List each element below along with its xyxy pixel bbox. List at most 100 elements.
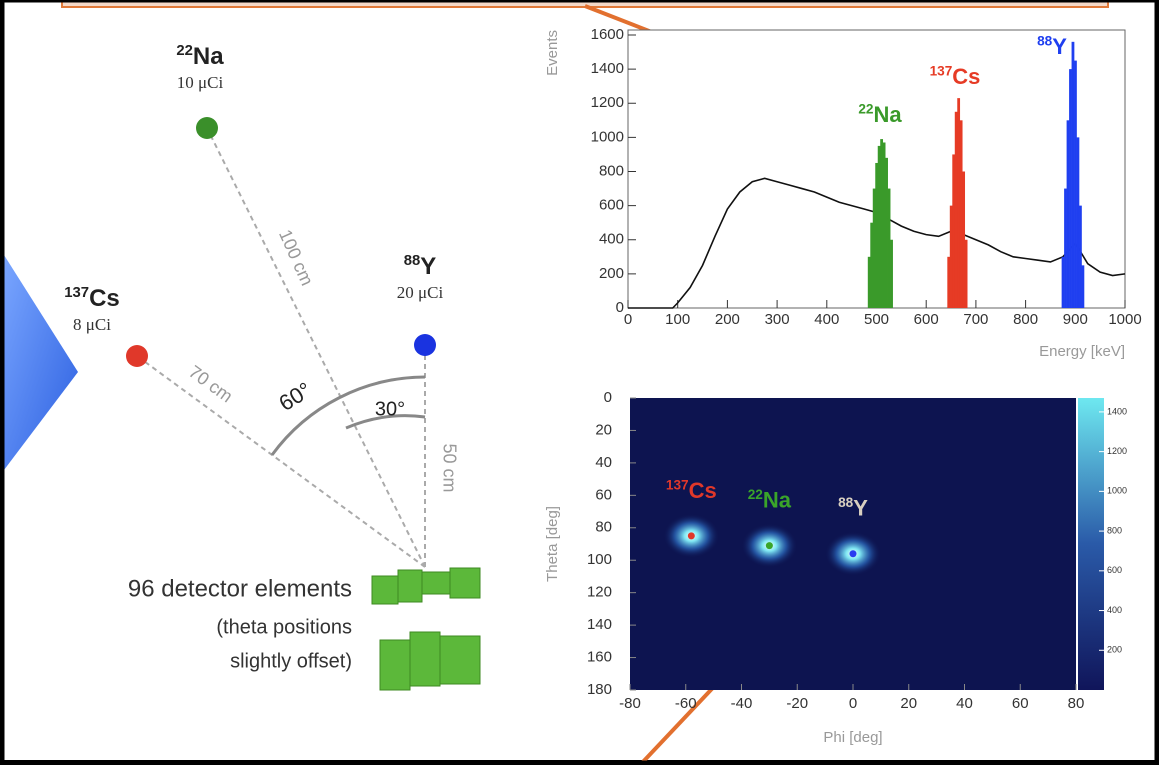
y-tick-label: 140 — [587, 616, 612, 633]
peak-bin — [1067, 120, 1070, 308]
y-tick-label: 200 — [599, 265, 624, 282]
peak-bin — [960, 120, 963, 308]
x-axis-label: Energy [keV] — [1039, 343, 1125, 360]
peak-bin — [890, 240, 893, 308]
peak-bin — [878, 146, 881, 308]
x-tick-label: 800 — [1013, 311, 1038, 328]
isotope-mass: 137 — [64, 285, 89, 301]
isotope-mass: 88 — [838, 495, 854, 510]
x-tick-label: -60 — [675, 695, 697, 712]
peak-bin — [1069, 69, 1072, 308]
isotope-element: Cs — [952, 64, 980, 89]
isotope-mass: 22 — [748, 487, 764, 502]
colorbar-tick-label: 1400 — [1107, 406, 1127, 416]
colorbar-tick-label: 1200 — [1107, 446, 1127, 456]
peak-bin — [888, 189, 891, 308]
source-dot — [126, 345, 148, 367]
x-tick-label: -40 — [731, 695, 753, 712]
hotspot — [850, 550, 857, 557]
source-activity: 10 μCi — [177, 73, 224, 92]
peak-bin — [1077, 137, 1080, 308]
y-tick-label: 0 — [604, 389, 612, 406]
x-tick-label: 700 — [963, 311, 988, 328]
x-tick-label: -80 — [619, 695, 641, 712]
y-tick-label: 1200 — [591, 94, 624, 111]
y-tick-label: 600 — [599, 197, 624, 214]
detector-label: (theta positions — [216, 616, 352, 638]
isotope-element: Y — [420, 253, 436, 280]
isotope-element: Y — [853, 496, 868, 521]
y-tick-label: 160 — [587, 649, 612, 666]
peak-bin — [883, 142, 886, 308]
peak-bin — [950, 206, 953, 308]
x-tick-label: 1000 — [1108, 311, 1141, 328]
x-tick-label: 40 — [956, 695, 973, 712]
hotspot — [688, 532, 695, 539]
detector-bottom — [380, 632, 480, 690]
peak-bin — [868, 257, 871, 308]
x-tick-label: 600 — [914, 311, 939, 328]
peak-bin — [952, 154, 955, 308]
y-tick-label: 180 — [587, 681, 612, 698]
isotope-mass: 137 — [666, 477, 689, 492]
angle-label: 30° — [375, 398, 405, 420]
peak-bin — [870, 223, 873, 308]
peak-bin — [1062, 257, 1065, 308]
x-tick-label: 200 — [715, 311, 740, 328]
y-tick-label: 60 — [595, 486, 612, 503]
isotope-element: Na — [874, 102, 903, 127]
isotope-mass: 22 — [176, 43, 193, 59]
source-dot — [196, 117, 218, 139]
y-tick-label: 40 — [595, 454, 612, 471]
isotope-element: Cs — [689, 478, 717, 503]
y-tick-label: 20 — [595, 421, 612, 438]
peak-bin — [885, 158, 888, 308]
isotope-mass: 22 — [858, 101, 874, 116]
x-tick-label: 500 — [864, 311, 889, 328]
y-tick-label: 400 — [599, 231, 624, 248]
y-tick-label: 1600 — [591, 26, 624, 43]
detector-label: slightly offset) — [230, 650, 352, 672]
y-tick-label: 0 — [616, 299, 624, 316]
hotspot — [766, 542, 773, 549]
x-tick-label: 400 — [814, 311, 839, 328]
peak-bin — [947, 257, 950, 308]
peak-bin — [957, 98, 960, 308]
colorbar-tick-label: 200 — [1107, 645, 1122, 655]
colorbar-tick-label: 800 — [1107, 525, 1122, 535]
detector-label: 96 detector elements — [128, 575, 352, 602]
isotope-element: Na — [193, 43, 224, 70]
distance-label: 50 cm — [439, 443, 459, 492]
colorbar-tick-label: 600 — [1107, 565, 1122, 575]
peak-bin — [965, 240, 968, 308]
peak-bin — [1082, 265, 1085, 308]
x-tick-label: 0 — [624, 311, 632, 328]
isotope-mass: 88 — [1037, 33, 1053, 48]
colorbar-tick-label: 1000 — [1107, 486, 1127, 496]
y-tick-label: 80 — [595, 519, 612, 536]
y-tick-label: 800 — [599, 162, 624, 179]
x-tick-label: 0 — [849, 695, 857, 712]
source-activity: 20 μCi — [397, 283, 444, 302]
peak-bin — [955, 112, 958, 308]
y-axis-label: Theta [deg] — [544, 506, 561, 582]
x-tick-label: 80 — [1068, 695, 1085, 712]
peak-bin — [873, 189, 876, 308]
isotope-mass: 137 — [930, 63, 953, 78]
peak-bin — [880, 139, 883, 308]
source-dot — [414, 334, 436, 356]
x-tick-label: 20 — [900, 695, 917, 712]
y-tick-label: 120 — [587, 584, 612, 601]
peak-bin — [1072, 42, 1075, 308]
colorbar — [1078, 398, 1104, 690]
y-tick-label: 1400 — [591, 60, 624, 77]
y-tick-label: 1000 — [591, 128, 624, 145]
source-activity: 8 μCi — [73, 315, 111, 334]
isotope-element: Cs — [89, 285, 120, 312]
isotope-element: Na — [763, 487, 792, 512]
peak-bin — [1074, 61, 1077, 308]
y-tick-label: 100 — [587, 551, 612, 568]
peak-bin — [1064, 189, 1067, 308]
x-tick-label: 60 — [1012, 695, 1029, 712]
peak-bin — [1079, 206, 1082, 308]
